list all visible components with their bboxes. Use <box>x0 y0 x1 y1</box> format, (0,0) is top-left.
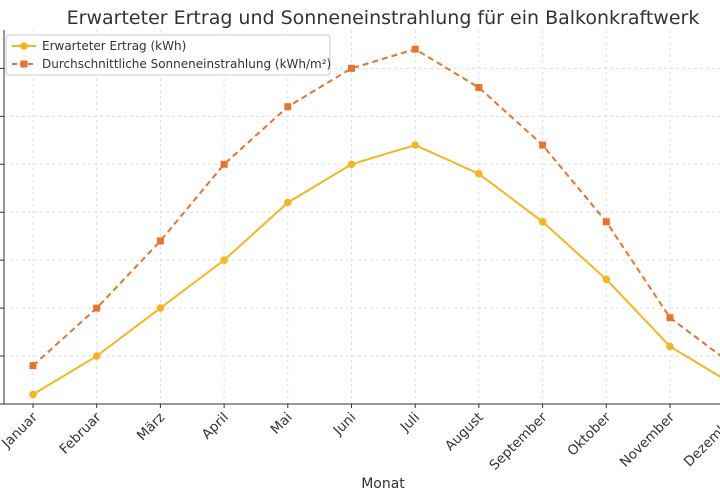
x-tick-label: November <box>617 409 678 470</box>
data-point <box>538 217 547 226</box>
series-line <box>32 48 720 367</box>
x-tick-label: August <box>442 410 487 455</box>
data-point <box>284 103 292 111</box>
data-point <box>29 390 37 399</box>
x-tick-label: Oktober <box>564 409 614 459</box>
data-point <box>602 218 610 226</box>
x-axis-label: Monat <box>361 476 405 492</box>
x-tick-label: Dezember <box>681 409 720 470</box>
data-point <box>92 352 101 360</box>
data-point <box>475 170 483 178</box>
data-point <box>220 160 228 168</box>
x-tick-label: September <box>486 409 550 473</box>
data-point <box>666 342 674 351</box>
legend-label: Durchschnittliche Sonneneinstrahlung (kW… <box>42 57 331 71</box>
legend-frame <box>5 34 331 76</box>
data-point <box>347 160 356 169</box>
data-point <box>29 362 37 370</box>
data-point <box>220 256 228 264</box>
data-point <box>602 275 611 284</box>
legend-label: Erwarteter Ertrag (kWh) <box>42 39 186 53</box>
legend-entry: Durchschnittliche Sonneneinstrahlung (kW… <box>12 57 331 71</box>
legend-marker <box>20 42 28 50</box>
chart-title: Erwarteter Ertrag und Sonneneinstrahlung… <box>67 7 700 29</box>
data-point <box>411 141 420 149</box>
legend-marker <box>20 60 28 68</box>
data-point <box>666 314 674 322</box>
data-point <box>475 84 483 92</box>
data-point <box>156 304 165 312</box>
data-point <box>284 198 292 207</box>
data-point <box>348 64 355 72</box>
data-point <box>539 141 547 149</box>
data-point <box>93 304 101 312</box>
x-tick-label: Juni <box>330 410 360 440</box>
x-tick-label: März <box>134 410 168 444</box>
x-axis-ticks: Januar Februar März April Mai Juni Juli August S… <box>0 404 720 474</box>
series-0 <box>29 141 720 399</box>
series-layer <box>29 45 720 399</box>
series-1 <box>29 45 720 370</box>
series-line <box>32 144 720 396</box>
x-tick-label: Januar <box>0 409 41 452</box>
x-tick-label: Mai <box>268 410 296 438</box>
legend-entry: Erwarteter Ertrag (kWh) <box>12 39 186 53</box>
data-point <box>156 237 164 245</box>
y-axis-ticks <box>0 67 4 405</box>
x-tick-label: Juli <box>397 410 423 436</box>
grid-lines <box>4 30 720 405</box>
legend: Erwarteter Ertrag (kWh) Durchschnittliche… <box>5 34 331 76</box>
x-tick-label: Februar <box>57 409 105 457</box>
data-point <box>411 45 419 53</box>
x-tick-label: April <box>199 410 232 443</box>
